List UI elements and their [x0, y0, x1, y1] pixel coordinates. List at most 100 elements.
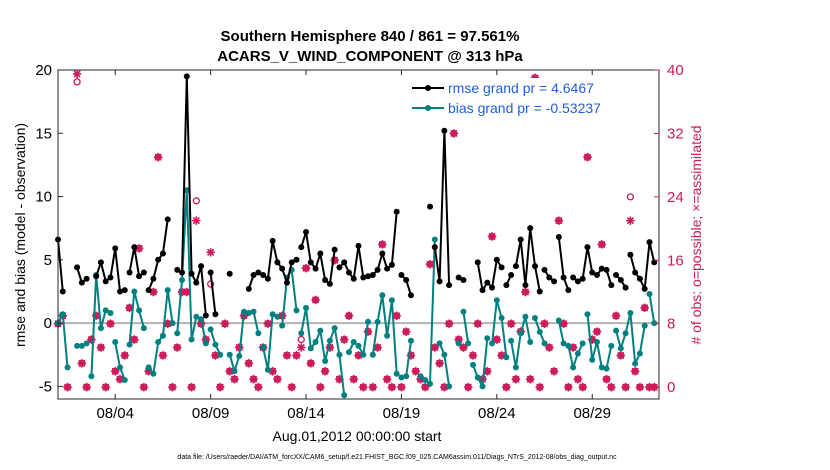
- bias-point: [584, 311, 591, 318]
- bias-point: [245, 309, 252, 316]
- asterisk-stroke: [412, 367, 420, 375]
- asterisk-stroke: [431, 344, 439, 351]
- rmse-line-segment: [209, 272, 217, 315]
- obs-assimilated-marker: [511, 374, 521, 384]
- obs-assimilated-marker: [311, 295, 320, 305]
- bias-point: [198, 316, 205, 323]
- bias-point: [460, 308, 467, 315]
- obs-assimilated-marker: [392, 311, 402, 321]
- asterisk-stroke: [102, 383, 110, 391]
- bias-line-segment: [491, 299, 508, 358]
- rmse-point: [245, 285, 252, 292]
- rmse-point: [307, 259, 314, 266]
- bias-point: [417, 373, 424, 380]
- bias-point: [59, 311, 66, 318]
- obs-assimilated-marker: [77, 358, 87, 368]
- rmse-point: [331, 246, 338, 253]
- asterisk-stroke: [164, 320, 172, 328]
- obs-assimilated-marker: [573, 374, 583, 384]
- asterisk-stroke: [593, 328, 601, 336]
- bias-point: [531, 315, 538, 322]
- obs-assimilated-marker: [420, 382, 430, 392]
- bias-point: [517, 330, 524, 337]
- x-tick-label: 08/04: [96, 405, 134, 422]
- bias-point: [574, 350, 581, 357]
- asterisk-stroke: [636, 383, 644, 391]
- rmse-point: [531, 263, 538, 270]
- bias-point: [598, 364, 605, 371]
- asterisk-stroke: [154, 153, 162, 161]
- obs-assimilated-marker: [249, 374, 258, 384]
- obs-assimilated-marker: [292, 350, 301, 360]
- obs-assimilated-marker: [110, 366, 120, 376]
- obs-assimilated-marker: [273, 374, 282, 384]
- bias-point: [121, 377, 128, 384]
- rmse-point: [436, 278, 443, 285]
- obs-assimilated-marker: [339, 335, 349, 344]
- y-right-tick-label: 0: [667, 379, 675, 396]
- rmse-point: [117, 288, 124, 295]
- bias-point: [593, 339, 600, 346]
- x-tick-label: 08/29: [573, 405, 611, 422]
- rmse-point: [93, 273, 100, 280]
- obs-possible-marker: [626, 193, 635, 201]
- bias-line-segment: [648, 293, 656, 324]
- asterisk-stroke: [579, 383, 587, 391]
- rmse-point: [355, 242, 362, 249]
- asterisk-stroke: [274, 375, 281, 383]
- bias-point: [83, 340, 90, 347]
- bias-point: [427, 380, 434, 387]
- obs-assimilated-marker: [244, 358, 254, 368]
- rmse-point: [508, 271, 515, 278]
- legend-bias-marker: [425, 105, 431, 111]
- rmse-point: [622, 284, 629, 291]
- bias-point: [322, 358, 329, 365]
- rmse-point: [512, 263, 519, 270]
- obs-assimilated-marker: [296, 343, 306, 352]
- obs-assimilated-marker: [158, 350, 168, 360]
- asterisk-stroke: [393, 312, 401, 320]
- obs-assimilated-marker: [377, 240, 387, 249]
- bias-point: [407, 337, 414, 344]
- bias-point: [393, 370, 400, 377]
- obs-assimilated-marker: [172, 343, 182, 352]
- asterisk-stroke: [388, 383, 396, 391]
- bias-point: [188, 336, 195, 343]
- rmse-point: [365, 273, 372, 280]
- y-left-tick-label: 5: [44, 252, 52, 269]
- asterisk-stroke: [107, 320, 114, 328]
- rmse-point: [250, 271, 257, 278]
- obs-assimilated-marker: [63, 382, 72, 392]
- obs-assimilated-marker: [411, 366, 421, 376]
- bias-point: [212, 341, 219, 348]
- obs-assimilated-marker: [497, 350, 506, 360]
- rmse-point: [474, 259, 481, 266]
- obs-assimilated-marker: [521, 287, 530, 297]
- y-axis-left-label: rmse and bias (model - observation): [12, 123, 28, 347]
- obs-assimilated-marker: [549, 366, 559, 376]
- bias-point: [555, 317, 562, 324]
- asterisk-stroke: [83, 383, 91, 391]
- rmse-point: [546, 274, 553, 281]
- y-left-tick-label: 15: [35, 125, 52, 142]
- rmse-point: [460, 277, 467, 284]
- bias-point: [183, 187, 190, 194]
- asterisk-stroke: [254, 383, 262, 391]
- obs-assimilated-marker: [220, 319, 230, 329]
- bias-point: [489, 340, 496, 347]
- bias-point: [613, 327, 620, 334]
- y-left-tick-label: 10: [35, 189, 52, 206]
- rmse-point: [255, 269, 262, 276]
- rmse-point: [536, 288, 543, 295]
- rmse-point: [212, 311, 219, 318]
- obs-assimilated-marker: [153, 152, 163, 162]
- asterisk-stroke: [512, 375, 520, 383]
- bias-point: [169, 320, 176, 327]
- asterisk-stroke: [188, 383, 195, 391]
- asterisk-stroke: [474, 320, 482, 328]
- asterisk-stroke: [378, 241, 386, 248]
- rmse-line-segment: [57, 239, 64, 292]
- rmse-point: [264, 275, 271, 282]
- bias-point: [155, 339, 162, 346]
- obs-assimilated-marker: [115, 374, 125, 384]
